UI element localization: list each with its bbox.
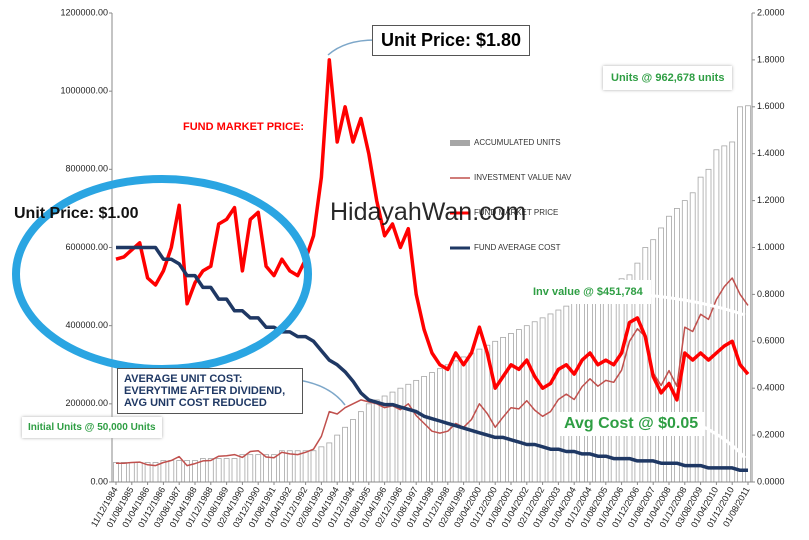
- y2-tick-label: 0.0000: [757, 476, 785, 486]
- bar: [721, 145, 728, 483]
- bar: [113, 462, 119, 483]
- bar: [247, 454, 254, 483]
- y-tick-label: 600000.00: [65, 242, 108, 252]
- y2-tick-label: 1.8000: [757, 54, 785, 64]
- bar: [294, 450, 301, 483]
- bar: [618, 278, 625, 483]
- bar: [666, 215, 672, 483]
- bar: [342, 426, 349, 483]
- y2-tick-label: 1.4000: [757, 148, 785, 158]
- legend-entry: FUND MARKET PRICE: [474, 208, 559, 217]
- bar: [326, 442, 333, 483]
- y2-tick-label: 0.2000: [757, 429, 785, 439]
- bar: [531, 321, 538, 483]
- arrow: [644, 293, 746, 317]
- y-tick-label: 1000000.00: [60, 86, 108, 96]
- bar: [405, 383, 412, 483]
- bar: [271, 454, 277, 483]
- bar: [318, 446, 325, 483]
- bar: [176, 460, 183, 483]
- y2-tick-label: 1.6000: [757, 101, 785, 111]
- bar: [460, 356, 467, 483]
- bar: [697, 176, 704, 483]
- bar: [555, 309, 562, 483]
- bar: [357, 411, 364, 483]
- bar: [334, 434, 341, 483]
- bar: [452, 360, 459, 483]
- bar: [286, 450, 293, 483]
- legend-entry: ACCUMULATED UNITS: [474, 138, 561, 147]
- bar: [168, 460, 175, 483]
- annotation: Initial Units @ 50,000 Units: [22, 417, 162, 438]
- bar: [500, 336, 507, 483]
- annotation: HidayahWan.com: [330, 198, 527, 226]
- bar: [215, 458, 222, 483]
- bar: [231, 458, 238, 483]
- bar: [626, 274, 633, 483]
- bar: [255, 454, 262, 483]
- bar: [365, 403, 372, 483]
- annotation: Inv value @ $451,784: [525, 280, 651, 304]
- legend-entry: INVESTMENT VALUE NAV: [474, 173, 572, 182]
- bar: [223, 458, 230, 483]
- bar: [571, 301, 578, 483]
- bar: [674, 208, 680, 483]
- bar: [547, 313, 554, 483]
- annotation: FUND MARKET PRICE:: [183, 121, 304, 133]
- bar: [602, 286, 609, 483]
- y-tick-label: 1200000.00: [60, 7, 108, 17]
- bar: [350, 419, 356, 483]
- line: [116, 245, 748, 473]
- y-tick-label: 800000.00: [65, 164, 108, 174]
- bar: [705, 168, 712, 483]
- annotation: AVERAGE UNIT COST: EVERYTIME AFTER DIVID…: [117, 368, 303, 414]
- bar: [239, 454, 246, 483]
- bar: [658, 227, 664, 483]
- bar: [745, 105, 751, 483]
- bar: [413, 379, 420, 483]
- arrow: [327, 39, 376, 56]
- line: [115, 58, 750, 402]
- bar: [373, 399, 380, 483]
- y2-tick-label: 0.8000: [757, 289, 785, 299]
- bar: [121, 462, 127, 483]
- bar: [263, 454, 270, 483]
- bar: [516, 329, 522, 483]
- bar: [539, 317, 546, 483]
- annotation: Avg Cost @ $0.05: [558, 412, 705, 436]
- bar: [689, 192, 696, 483]
- y2-tick-label: 1.2000: [757, 195, 785, 205]
- bar: [381, 395, 388, 483]
- annotation: Units @ 962,678 units: [603, 66, 733, 90]
- bar: [436, 368, 443, 483]
- arrow: [699, 423, 747, 459]
- bar: [476, 348, 483, 483]
- arrow: [297, 379, 346, 406]
- y2-tick-label: 0.4000: [757, 383, 785, 393]
- legend-entry: FUND AVERAGE COST: [474, 243, 561, 252]
- y2-tick-label: 0.6000: [757, 336, 785, 346]
- y-tick-label: 400000.00: [65, 320, 108, 330]
- y2-tick-label: 1.0000: [757, 242, 785, 252]
- bar: [492, 340, 499, 483]
- bar: [136, 462, 143, 483]
- bar: [278, 450, 285, 483]
- bar: [429, 372, 435, 483]
- bar: [302, 450, 309, 483]
- bar: [128, 462, 135, 483]
- y2-tick-label: 2.0000: [757, 7, 785, 17]
- annotation: Unit Price: $1.80: [372, 25, 531, 56]
- y-tick-label: 0.00: [90, 476, 108, 486]
- bar: [397, 387, 404, 483]
- legend-swatch: [450, 140, 470, 146]
- bar: [207, 458, 214, 483]
- annotation: Unit Price: $1.00: [14, 205, 139, 222]
- bar: [310, 450, 317, 483]
- bar: [421, 376, 428, 483]
- y-tick-label: 200000.00: [65, 398, 108, 408]
